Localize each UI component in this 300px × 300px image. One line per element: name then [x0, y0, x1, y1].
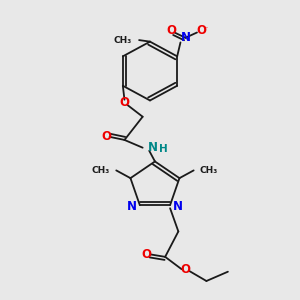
- Text: N: N: [180, 31, 190, 44]
- Text: O: O: [196, 25, 206, 38]
- Text: ⁻: ⁻: [203, 24, 207, 33]
- Text: O: O: [180, 263, 190, 276]
- Text: N: N: [148, 141, 158, 154]
- Text: O: O: [141, 248, 151, 261]
- Text: CH₃: CH₃: [199, 166, 218, 175]
- Text: N: N: [127, 200, 137, 213]
- Text: O: O: [119, 96, 130, 109]
- Text: N: N: [173, 200, 183, 213]
- Text: CH₃: CH₃: [114, 36, 132, 45]
- Text: O: O: [101, 130, 111, 143]
- Text: H: H: [159, 144, 167, 154]
- Text: CH₃: CH₃: [92, 166, 110, 175]
- Text: O: O: [166, 25, 176, 38]
